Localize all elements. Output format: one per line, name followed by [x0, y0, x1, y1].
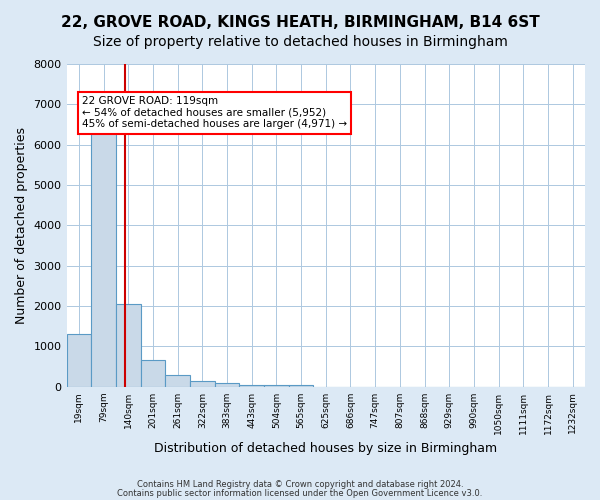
Bar: [91, 122, 116, 386]
Text: Size of property relative to detached houses in Birmingham: Size of property relative to detached ho…: [92, 35, 508, 49]
Bar: [165, 376, 190, 386]
Text: Contains HM Land Registry data © Crown copyright and database right 2024.: Contains HM Land Registry data © Crown c…: [137, 480, 463, 489]
Bar: [239, 384, 264, 386]
Text: 22 GROVE ROAD: 119sqm
← 54% of detached houses are smaller (5,952)
45% of semi-d: 22 GROVE ROAD: 119sqm ← 54% of detached …: [82, 96, 347, 130]
X-axis label: Distribution of detached houses by size in Birmingham: Distribution of detached houses by size …: [154, 442, 497, 455]
Text: 22, GROVE ROAD, KINGS HEATH, BIRMINGHAM, B14 6ST: 22, GROVE ROAD, KINGS HEATH, BIRMINGHAM,…: [61, 15, 539, 30]
Bar: [264, 384, 289, 386]
Bar: [190, 381, 215, 386]
Bar: [289, 384, 313, 386]
Bar: [215, 383, 239, 386]
Bar: [140, 360, 165, 386]
Y-axis label: Number of detached properties: Number of detached properties: [15, 127, 28, 324]
Text: Contains public sector information licensed under the Open Government Licence v3: Contains public sector information licen…: [118, 488, 482, 498]
Bar: [67, 334, 91, 386]
Bar: [116, 304, 140, 386]
